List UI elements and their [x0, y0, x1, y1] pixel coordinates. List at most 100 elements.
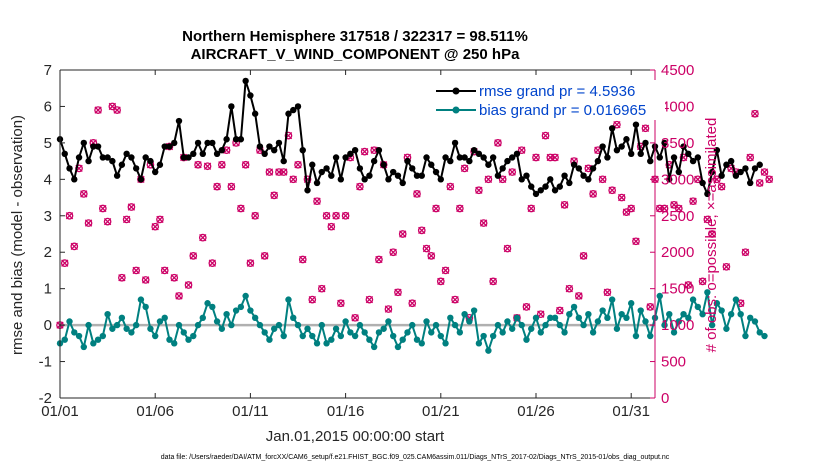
x-tick-label: 01/26 [517, 403, 555, 420]
rmse-point [642, 139, 649, 147]
obs-assimilated-point [384, 305, 393, 313]
rmse-point [713, 146, 721, 154]
rmse-point [547, 176, 554, 183]
obs-assimilated-point [717, 182, 726, 191]
obs-assimilated-point [237, 204, 245, 213]
obs-assimilated-point [741, 248, 750, 256]
obs-assimilated-point [584, 164, 593, 173]
bias-point [304, 325, 311, 332]
rmse-point [232, 136, 240, 143]
rmse-point [361, 176, 368, 183]
rmse-point [632, 121, 640, 128]
bias-point [466, 318, 473, 325]
obs-possible-point [103, 217, 112, 226]
obs-possible-point [655, 204, 664, 213]
rmse-point [180, 154, 187, 161]
rmse-point [585, 176, 592, 183]
rmse-point [75, 154, 83, 161]
obs-possible-point [541, 131, 550, 140]
rmse-point [399, 179, 406, 187]
bias-point [542, 321, 549, 329]
obs-assimilated-point [675, 204, 683, 213]
bias-point [547, 314, 554, 322]
obs-assimilated-point [151, 223, 159, 231]
obs-possible-point [751, 109, 759, 118]
y-left-tick-label: 2 [44, 244, 52, 261]
obs-possible-point [289, 175, 298, 184]
rmse-point [456, 154, 464, 161]
rmse-point [718, 172, 725, 179]
bias-point [242, 292, 249, 300]
obs-assimilated-point [708, 230, 716, 238]
obs-possible-point [365, 295, 374, 304]
bias-point [175, 321, 183, 329]
bias-point [566, 310, 573, 318]
bias-point [637, 307, 644, 314]
rmse-point [675, 168, 682, 176]
obs-possible-point [603, 288, 612, 297]
rmse-point [118, 161, 126, 168]
x-axis-label: Jan.01,2015 00:00:00 start [266, 428, 445, 445]
rmse-point [271, 146, 278, 154]
obs-assimilated-point [218, 161, 226, 169]
obs-possible-point [613, 120, 621, 129]
obs-assimilated-point [408, 299, 416, 307]
obs-possible-point [446, 182, 455, 191]
obs-assimilated-point [437, 277, 445, 286]
obs-possible-point [760, 168, 769, 176]
obs-possible-point [356, 182, 364, 191]
bias-point [385, 318, 392, 325]
rmse-point [175, 117, 183, 125]
obs-assimilated-point [541, 131, 550, 140]
obs-assimilated-point [394, 288, 402, 296]
y-right-tick-label: 4000 [661, 98, 694, 115]
rmse-point [566, 179, 573, 187]
bias-point [223, 310, 230, 318]
bias-point [247, 307, 254, 314]
obs-assimilated-point [503, 244, 512, 253]
rmse-point [509, 154, 516, 161]
rmse-point [480, 154, 487, 161]
rmse-point [161, 143, 168, 150]
obs-assimilated-point [627, 204, 635, 213]
obs-assimilated-point [108, 102, 117, 111]
obs-assimilated-point [184, 281, 193, 289]
bias-point [113, 321, 121, 329]
obs-possible-point [494, 139, 502, 147]
obs-possible-point [417, 226, 426, 235]
obs-assimilated-point [670, 201, 678, 209]
obs-possible-point [674, 204, 683, 213]
rmse-point [156, 161, 164, 168]
rmse-point [556, 183, 563, 190]
obs-assimilated-point [208, 259, 216, 267]
bias-point [423, 318, 430, 325]
obs-possible-point [98, 204, 107, 213]
obs-possible-point [60, 259, 69, 268]
rmse-point [261, 150, 268, 158]
obs-assimilated-point [80, 190, 88, 198]
bias-point [166, 336, 173, 343]
bias-point [461, 310, 468, 318]
obs-possible-point [65, 211, 74, 220]
bias-point [309, 332, 316, 340]
bias-point [323, 340, 330, 347]
obs-assimilated-point [632, 237, 640, 245]
rmse-point [537, 187, 544, 194]
bias-point [137, 296, 145, 303]
bias-point [589, 329, 597, 336]
bias-point [489, 332, 497, 340]
obs-possible-point [755, 179, 764, 187]
bias-point [342, 318, 349, 325]
rmse-point [404, 157, 411, 165]
obs-assimilated-point [351, 314, 359, 322]
bias-point [156, 318, 164, 325]
bias-point [537, 329, 544, 336]
rmse-point [708, 168, 716, 176]
rmse-point [147, 157, 154, 165]
bias-point [209, 303, 216, 311]
obs-possible-point [260, 252, 269, 260]
obs-possible-point [765, 175, 774, 184]
bias-point [94, 336, 102, 343]
bias-point [194, 321, 202, 329]
rmse-point [723, 161, 730, 168]
